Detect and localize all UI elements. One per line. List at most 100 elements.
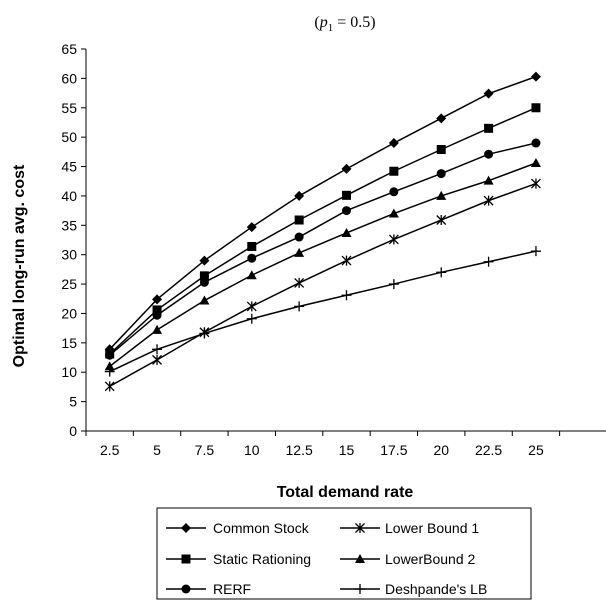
data-point-deshpande-s-lb [341,290,352,301]
series-line-lower-bound-1 [109,182,537,387]
chart-title: (p1 = 0.5) [314,14,375,34]
legend-item-deshpande-s-lb: Deshpande's LB [340,581,487,597]
data-point-static-rationing [484,123,494,133]
data-point-common-stock [341,163,352,174]
series-static-rationing [105,103,541,359]
x-tick-label: 12.5 [286,442,313,458]
y-tick-label: 55 [61,100,77,116]
legend-label: Common Stock [213,520,310,536]
series-deshpande-s-lb [104,246,541,377]
data-point-rerf [531,138,541,148]
data-point-lowerbound-2 [294,247,305,257]
data-point-rerf [294,232,304,242]
y-tick-label: 15 [61,335,77,351]
x-tick-label: 5 [153,442,161,458]
y-tick-label: 0 [69,423,77,439]
data-point-lower-bound-1 [104,381,115,392]
data-point-rerf [389,187,399,197]
legend-label: LowerBound 2 [385,551,476,567]
y-tick-label: 20 [61,305,77,321]
data-point-deshpande-s-lb [530,246,541,257]
legend-marker-common-stock [181,523,191,533]
data-point-rerf [199,277,209,287]
y-tick-label: 25 [61,276,77,292]
legend-item-lower-bound-1: Lower Bound 1 [340,520,479,536]
data-point-static-rationing [294,215,304,225]
series-line-rerf [109,142,537,356]
y-axis: 0 5 10 15 20 25 30 35 40 45 50 55 60 65 [61,41,87,439]
legend-label: RERF [213,581,251,597]
data-point-deshpande-s-lb [436,267,447,278]
series-group [104,71,541,392]
data-point-static-rationing [436,144,446,154]
legend-item-common-stock: Common Stock [166,520,310,536]
data-point-deshpande-s-lb [152,344,163,355]
data-point-lower-bound-1 [246,301,257,312]
legend-marker-rerf [181,584,191,594]
y-axis-title: Optimal long-run avg. cost [11,164,28,367]
x-tick-label: 20 [433,442,449,458]
data-point-rerf [436,169,446,179]
legend-marker-lower-bound-1 [355,523,365,533]
data-point-lower-bound-1 [152,354,163,365]
x-axis-title: Total demand rate [277,484,414,501]
legend-box [156,507,532,600]
x-tick-label: 7.5 [195,442,215,458]
data-point-lower-bound-1 [388,234,399,245]
data-point-common-stock [152,294,163,305]
legend-item-rerf: RERF [166,581,251,597]
data-point-lowerbound-2 [341,227,352,237]
data-point-lowerbound-2 [388,208,399,218]
y-tick-label: 50 [61,129,77,145]
data-point-static-rationing [389,166,399,176]
data-point-deshpande-s-lb [388,279,399,290]
legend-item-lowerbound-2: LowerBound 2 [340,551,476,567]
y-tick-label: 45 [61,159,77,175]
data-point-static-rationing [531,103,541,113]
y-tick-label: 40 [61,188,77,204]
y-tick-label: 65 [61,41,77,57]
legend-marker-deshpande-s-lb [355,584,365,594]
data-point-common-stock [483,88,494,99]
data-point-rerf [247,253,257,263]
x-tick-label: 15 [339,442,355,458]
data-point-rerf [152,310,162,320]
x-tick-label: 2.5 [100,442,120,458]
data-point-lower-bound-1 [341,255,352,266]
data-point-static-rationing [152,305,162,315]
x-tick-label: 25 [528,442,544,458]
data-point-lowerbound-2 [436,190,447,200]
series-line-deshpande-s-lb [109,250,537,373]
data-point-static-rationing [199,271,209,281]
y-tick-label: 60 [61,70,77,86]
data-point-lowerbound-2 [530,158,541,168]
data-point-common-stock [530,71,541,82]
data-point-lowerbound-2 [104,361,115,371]
data-point-lowerbound-2 [246,270,257,280]
series-line-static-rationing [109,107,537,355]
data-point-lower-bound-1 [436,215,447,226]
data-point-common-stock [199,255,210,266]
data-point-lowerbound-2 [483,175,494,185]
legend-label: Deshpande's LB [385,581,487,597]
legend-label: Static Rationing [213,551,311,567]
series-common-stock [104,71,541,355]
x-tick-label: 17.5 [380,442,407,458]
data-point-rerf [484,149,494,159]
y-tick-label: 30 [61,247,77,263]
data-point-common-stock [436,113,447,124]
data-point-lowerbound-2 [199,295,210,305]
x-tick-label: 10 [244,442,260,458]
data-point-common-stock [388,138,399,149]
data-point-common-stock [294,190,305,201]
data-point-rerf [105,350,115,360]
legend-label: Lower Bound 1 [385,520,479,536]
data-point-deshpande-s-lb [483,256,494,267]
legend: Common Stock Lower Bound 1 Static Rationin… [156,507,532,600]
data-point-deshpande-s-lb [294,301,305,312]
series-line-lowerbound-2 [109,162,537,367]
series-line-common-stock [109,75,537,350]
x-tick-label: 22.5 [475,442,502,458]
series-rerf [105,138,541,360]
